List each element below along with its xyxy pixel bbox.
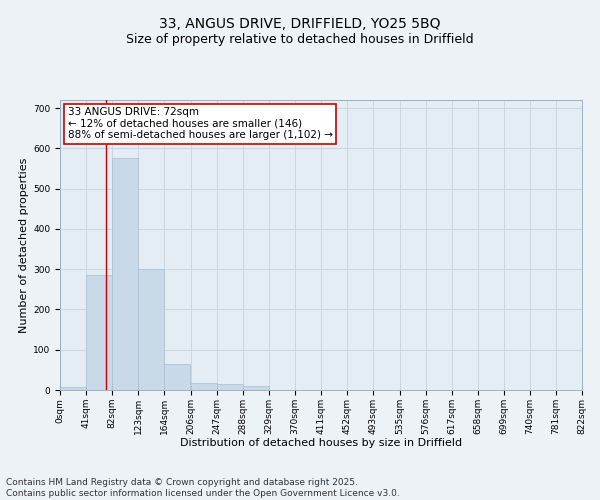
Bar [86, 275, 112, 390]
X-axis label: Distribution of detached houses by size in Driffield: Distribution of detached houses by size … [180, 438, 462, 448]
Bar [60, 387, 86, 390]
Y-axis label: Number of detached properties: Number of detached properties [19, 158, 29, 332]
Text: 33, ANGUS DRIVE, DRIFFIELD, YO25 5BQ: 33, ANGUS DRIVE, DRIFFIELD, YO25 5BQ [159, 18, 441, 32]
Text: 33 ANGUS DRIVE: 72sqm
← 12% of detached houses are smaller (146)
88% of semi-det: 33 ANGUS DRIVE: 72sqm ← 12% of detached … [68, 108, 333, 140]
Bar [139, 269, 164, 390]
Bar [164, 364, 190, 390]
Bar [112, 158, 138, 390]
Text: Size of property relative to detached houses in Driffield: Size of property relative to detached ho… [126, 32, 474, 46]
Bar [243, 386, 269, 390]
Text: Contains HM Land Registry data © Crown copyright and database right 2025.
Contai: Contains HM Land Registry data © Crown c… [6, 478, 400, 498]
Bar [217, 384, 242, 390]
Bar [191, 383, 217, 390]
